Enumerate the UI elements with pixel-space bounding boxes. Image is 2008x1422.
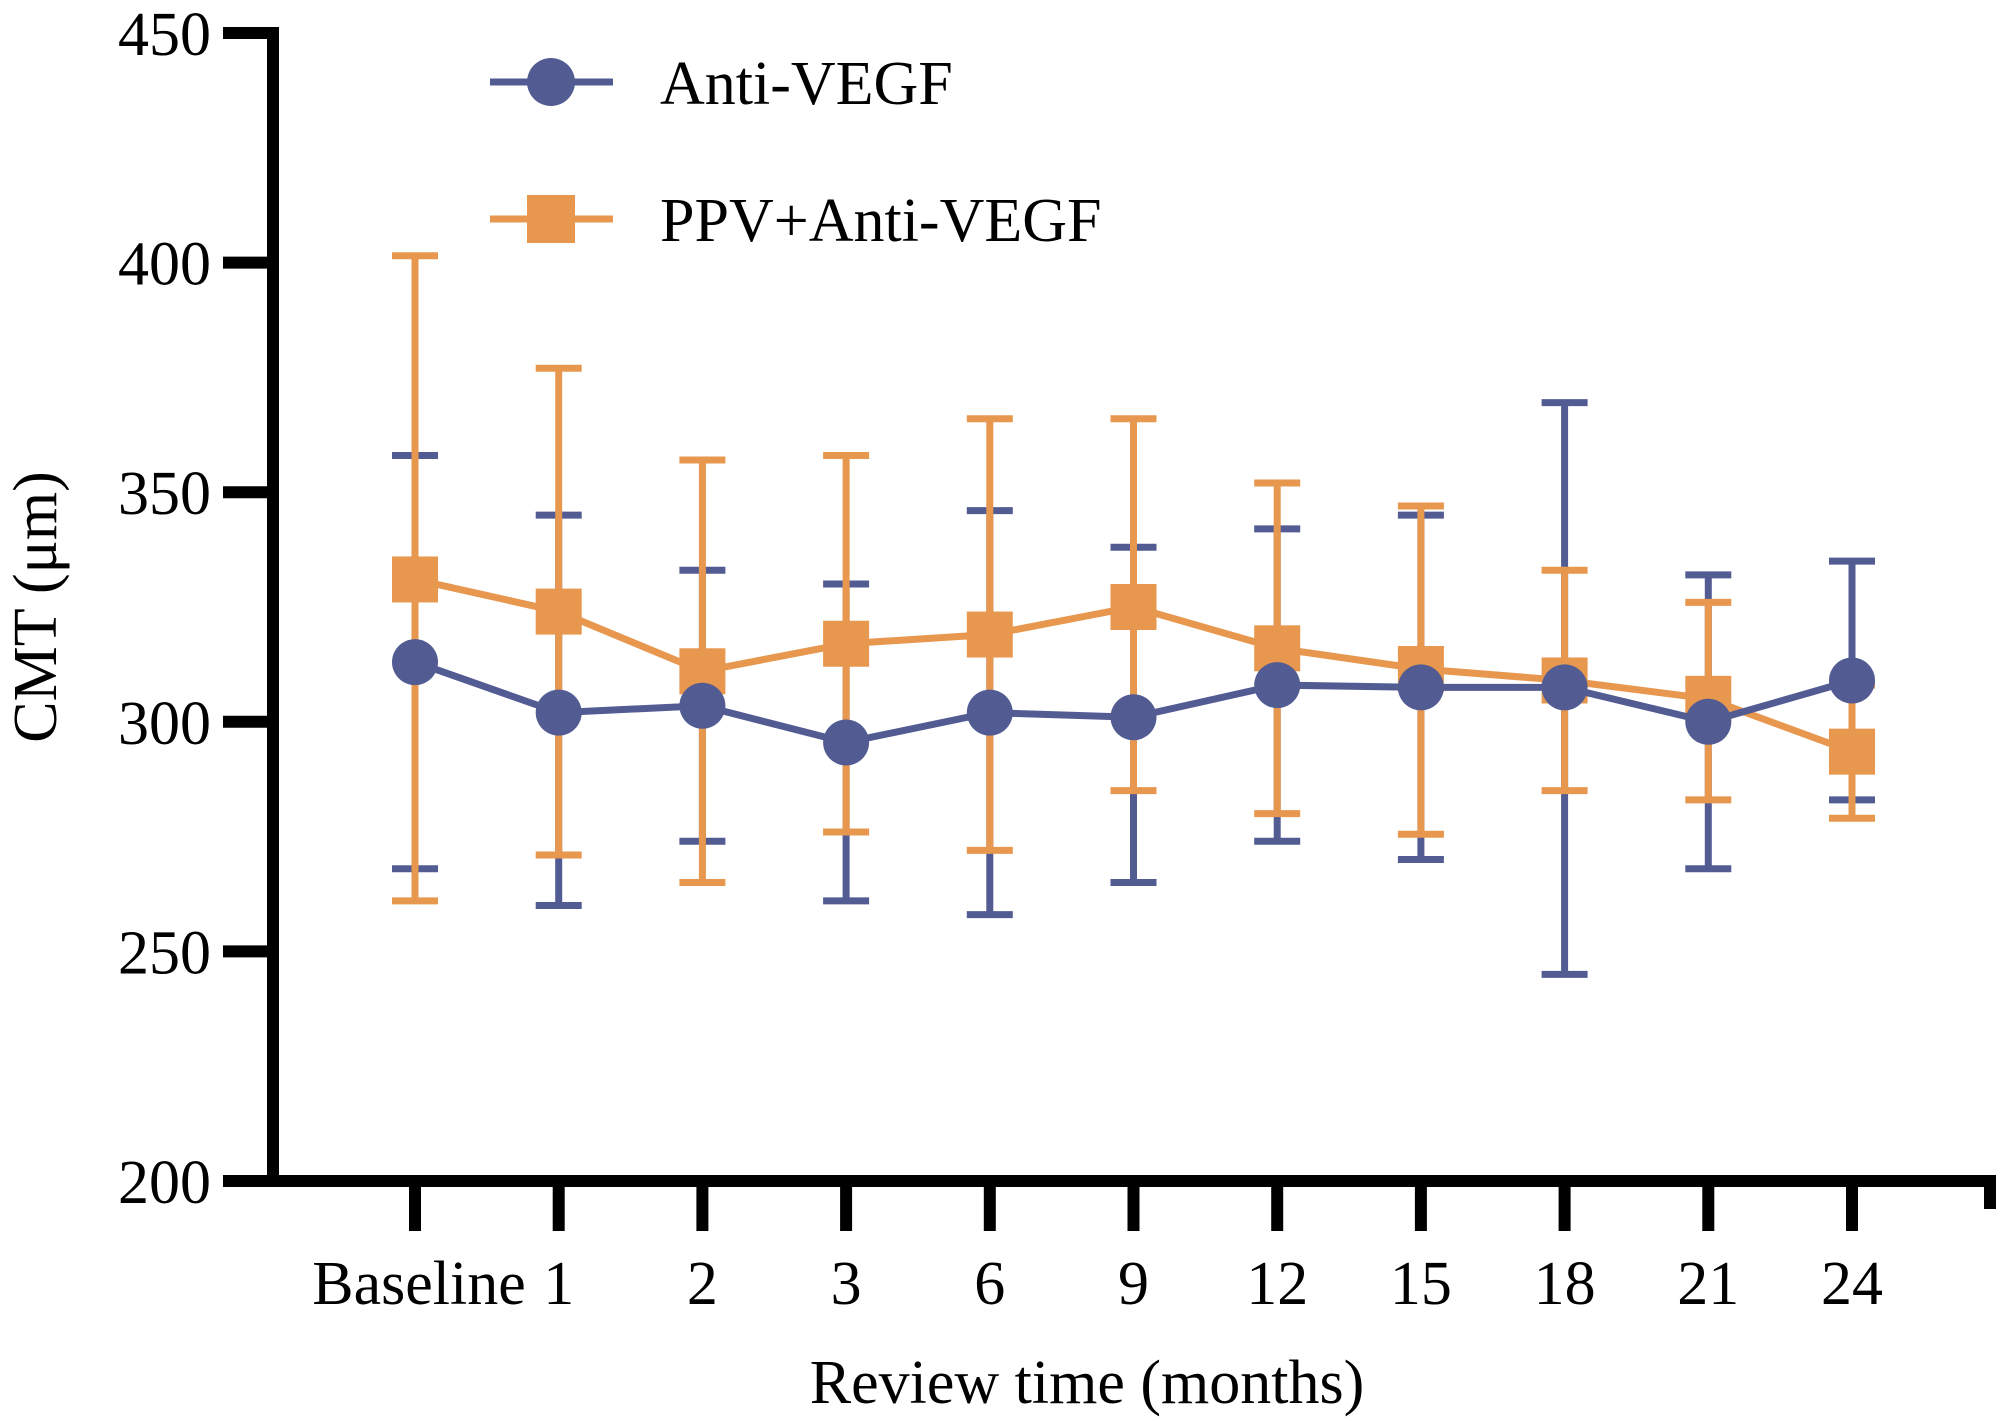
data-point (1397, 664, 1444, 711)
x-tick-label: 2 (687, 1250, 718, 1318)
data-point (679, 682, 726, 729)
x-axis-ticks: Baseline 1 2 3 6 9 12 15 18 21 24 (312, 1181, 1883, 1318)
data-point (966, 611, 1013, 658)
legend-item: Anti-VEGF (490, 50, 953, 118)
data-point (535, 689, 582, 736)
data-point (1110, 694, 1157, 741)
data-point (823, 620, 870, 667)
data-point (966, 689, 1013, 736)
y-tick-label: 400 (118, 231, 211, 299)
legend-label: PPV+Anti-VEGF (660, 187, 1101, 255)
data-point (1110, 584, 1157, 630)
data-point (823, 719, 870, 766)
data-point (1685, 698, 1732, 745)
x-tick-label: Baseline (312, 1250, 526, 1318)
y-axis-ticks: 200 250 300 350 400 450 (118, 1, 273, 1217)
data-point (1254, 662, 1301, 709)
y-tick-label: 350 (118, 460, 211, 528)
y-tick-label: 200 (118, 1149, 211, 1217)
legend-label: Anti-VEGF (660, 50, 953, 118)
legend-marker-circle (527, 58, 575, 106)
y-tick-label: 450 (118, 1, 211, 69)
x-tick-label: 21 (1677, 1250, 1739, 1318)
series-layer (392, 252, 1875, 978)
data-point (392, 556, 438, 603)
x-tick-label: 3 (831, 1250, 862, 1318)
x-tick-label: 24 (1821, 1250, 1883, 1318)
y-axis-label: CMT (μm) (2, 471, 70, 743)
data-point (535, 588, 582, 635)
x-tick-label: 18 (1534, 1250, 1596, 1318)
x-tick-label: 6 (974, 1250, 1005, 1318)
x-tick-label: 12 (1246, 1250, 1308, 1318)
series-anti-vegf (392, 639, 1875, 766)
y-tick-label: 300 (118, 690, 211, 758)
x-tick-label: 1 (543, 1250, 574, 1318)
legend-marker-square (527, 195, 575, 243)
y-tick-label: 250 (118, 919, 211, 987)
data-point (1829, 657, 1875, 704)
x-tick-label: 9 (1118, 1250, 1149, 1318)
data-point (1541, 664, 1588, 711)
data-point (392, 639, 438, 686)
x-tick-label: 15 (1390, 1250, 1452, 1318)
data-point (1829, 728, 1875, 775)
legend-item: PPV+Anti-VEGF (490, 187, 1101, 255)
x-axis-label: Review time (months) (810, 1349, 1364, 1417)
legend: Anti-VEGF PPV+Anti-VEGF (490, 50, 1101, 255)
